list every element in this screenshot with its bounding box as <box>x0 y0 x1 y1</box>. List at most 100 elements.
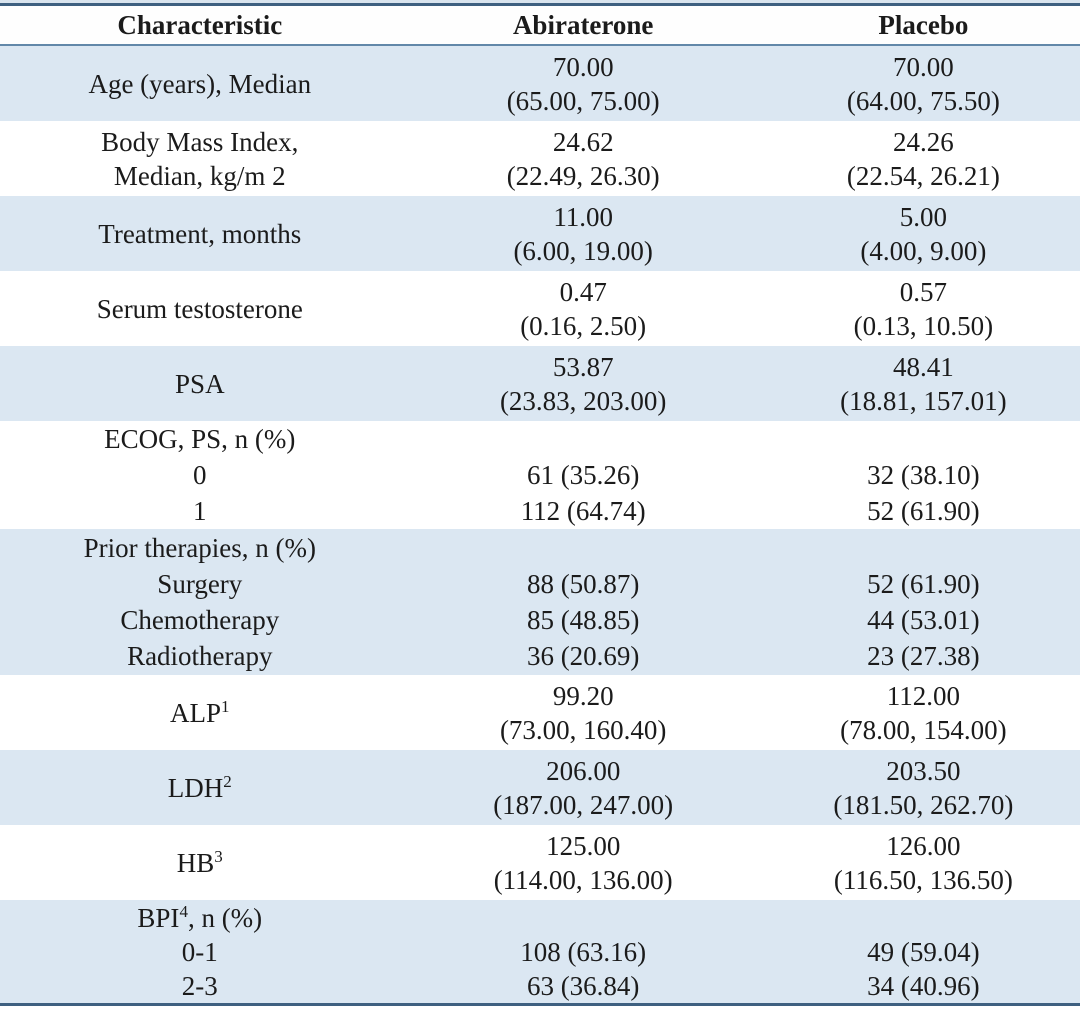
placebo-value: 52 (61.90) <box>867 496 980 526</box>
value-range: (187.00, 247.00) <box>493 789 674 820</box>
value-median: 70.00 <box>552 51 614 82</box>
placebo-value: 52 (61.90) <box>867 569 980 599</box>
group-header-line: BPI4, n (%) <box>0 901 1080 935</box>
item-label: Radiotherapy <box>127 641 273 671</box>
table-row: Age (years), Median 70.00 (65.00, 75.00)… <box>0 46 1080 121</box>
group-label: ECOG, PS, n (%) <box>104 424 296 454</box>
row-label: Body Mass Index, <box>101 126 299 157</box>
item-label: 2-3 <box>181 970 218 1001</box>
row-label: Age (years), Median <box>88 68 312 99</box>
value-range: (114.00, 136.00) <box>493 864 673 895</box>
row-label: Treatment, months <box>98 218 302 249</box>
characteristic-cell: Body Mass Index, Median, kg/m 2 <box>0 121 400 196</box>
row-label: HB3 <box>176 846 223 878</box>
abiraterone-cell: 99.20 (73.00, 160.40) <box>400 675 767 750</box>
abiraterone-cell: 206.00 (187.00, 247.00) <box>400 750 767 825</box>
abiraterone-cell: 125.00 (114.00, 136.00) <box>400 825 767 900</box>
placebo-value: 32 (38.10) <box>867 460 980 490</box>
placebo-cell: 24.26 (22.54, 26.21) <box>767 121 1080 196</box>
value-median: 24.62 <box>552 126 614 157</box>
row-label: LDH2 <box>167 771 232 803</box>
characteristic-cell: ALP1 <box>0 675 400 750</box>
abiraterone-value: 85 (48.85) <box>526 605 640 635</box>
value-median: 24.26 <box>893 126 954 157</box>
value-range: (73.00, 160.40) <box>499 714 667 745</box>
value-range: (4.00, 9.00) <box>860 235 987 266</box>
placebo-value: 49 (59.04) <box>867 936 980 967</box>
characteristic-cell: Age (years), Median <box>0 46 400 121</box>
group-item-line: Chemotherapy 85 (48.85) 44 (53.01) <box>0 602 1080 638</box>
value-median: 70.00 <box>893 51 954 82</box>
characteristic-cell: LDH2 <box>0 750 400 825</box>
group-item-line: Surgery 88 (50.87) 52 (61.90) <box>0 566 1080 602</box>
footnote-marker: 1 <box>221 696 230 716</box>
value-range: (18.81, 157.01) <box>840 385 1007 416</box>
table-row: LDH2 206.00 (187.00, 247.00) 203.50 (181… <box>0 750 1080 825</box>
abiraterone-cell: 24.62 (22.49, 26.30) <box>400 121 767 196</box>
value-median: 126.00 <box>886 830 961 861</box>
table-row: HB3 125.00 (114.00, 136.00) 126.00 (116.… <box>0 825 1080 900</box>
value-median: 99.20 <box>552 680 614 711</box>
group-label: Prior therapies, n (%) <box>83 533 317 563</box>
abiraterone-cell: 70.00 (65.00, 75.00) <box>400 46 767 121</box>
row-label-line2: Median, kg/m 2 <box>113 160 286 191</box>
value-median: 112.00 <box>886 680 960 711</box>
group-item-line: 0 61 (35.26) 32 (38.10) <box>0 457 1080 493</box>
table-row: BPI4, n (%) 0-1 108 (63.16) 49 (59.04) 2… <box>0 900 1080 1003</box>
column-header-characteristic: Characteristic <box>117 9 283 40</box>
footnote-marker: 4 <box>179 901 188 921</box>
value-range: (64.00, 75.50) <box>846 85 1000 116</box>
footnote-marker: 3 <box>214 846 223 866</box>
value-range: (22.49, 26.30) <box>506 160 660 191</box>
group-item-line: 1 112 (64.74) 52 (61.90) <box>0 493 1080 529</box>
abiraterone-value: 112 (64.74) <box>520 496 646 526</box>
placebo-cell: 5.00 (4.00, 9.00) <box>767 196 1080 271</box>
abiraterone-cell: 0.47 (0.16, 2.50) <box>400 271 767 346</box>
table-header-row: Characteristic Abiraterone Placebo <box>0 6 1080 46</box>
value-median: 206.00 <box>546 755 621 786</box>
characteristic-cell: Serum testosterone <box>0 271 400 346</box>
abiraterone-cell: 53.87 (23.83, 203.00) <box>400 346 767 421</box>
value-median: 0.57 <box>899 276 947 307</box>
table-row: Serum testosterone 0.47 (0.16, 2.50) 0.5… <box>0 271 1080 346</box>
value-range: (65.00, 75.00) <box>506 85 660 116</box>
abiraterone-value: 36 (20.69) <box>526 641 640 671</box>
value-median: 0.47 <box>559 276 607 307</box>
item-label: 0-1 <box>181 936 218 967</box>
abiraterone-value: 61 (35.26) <box>526 460 640 490</box>
value-range: (181.50, 262.70) <box>833 789 1014 820</box>
table-row: PSA 53.87 (23.83, 203.00) 48.41 (18.81, … <box>0 346 1080 421</box>
placebo-cell: 126.00 (116.50, 136.50) <box>767 825 1080 900</box>
placebo-cell: 112.00 (78.00, 154.00) <box>767 675 1080 750</box>
group-header-line: Prior therapies, n (%) <box>0 530 1080 566</box>
row-label: PSA <box>175 368 225 399</box>
item-label: Chemotherapy <box>120 605 280 635</box>
column-header-abiraterone: Abiraterone <box>512 9 654 40</box>
placebo-cell: 48.41 (18.81, 157.01) <box>767 346 1080 421</box>
table-row: Body Mass Index, Median, kg/m 2 24.62 (2… <box>0 121 1080 196</box>
placebo-cell: 203.50 (181.50, 262.70) <box>767 750 1080 825</box>
characteristic-cell: Treatment, months <box>0 196 400 271</box>
abiraterone-cell: 11.00 (6.00, 19.00) <box>400 196 767 271</box>
placebo-value: 34 (40.96) <box>867 970 980 1001</box>
column-header-placebo: Placebo <box>878 9 969 40</box>
characteristics-table: Characteristic Abiraterone Placebo Age (… <box>0 3 1080 1006</box>
value-median: 203.50 <box>886 755 961 786</box>
value-range: (0.13, 10.50) <box>853 310 994 341</box>
group-item-line: 2-3 63 (36.84) 34 (40.96) <box>0 969 1080 1003</box>
value-range: (6.00, 19.00) <box>513 235 653 266</box>
abiraterone-value: 88 (50.87) <box>526 569 640 599</box>
value-median: 125.00 <box>546 830 621 861</box>
placebo-cell: 70.00 (64.00, 75.50) <box>767 46 1080 121</box>
abiraterone-value: 108 (63.16) <box>520 936 647 967</box>
row-label: ALP1 <box>170 696 230 728</box>
item-label: 0 <box>193 460 207 490</box>
table-row: Prior therapies, n (%) Surgery 88 (50.87… <box>0 529 1080 675</box>
characteristic-cell: HB3 <box>0 825 400 900</box>
value-range: (0.16, 2.50) <box>520 310 647 341</box>
item-label: Surgery <box>157 569 243 599</box>
placebo-cell: 0.57 (0.13, 10.50) <box>767 271 1080 346</box>
group-header-line: ECOG, PS, n (%) <box>0 421 1080 457</box>
placebo-value: 44 (53.01) <box>867 605 980 635</box>
